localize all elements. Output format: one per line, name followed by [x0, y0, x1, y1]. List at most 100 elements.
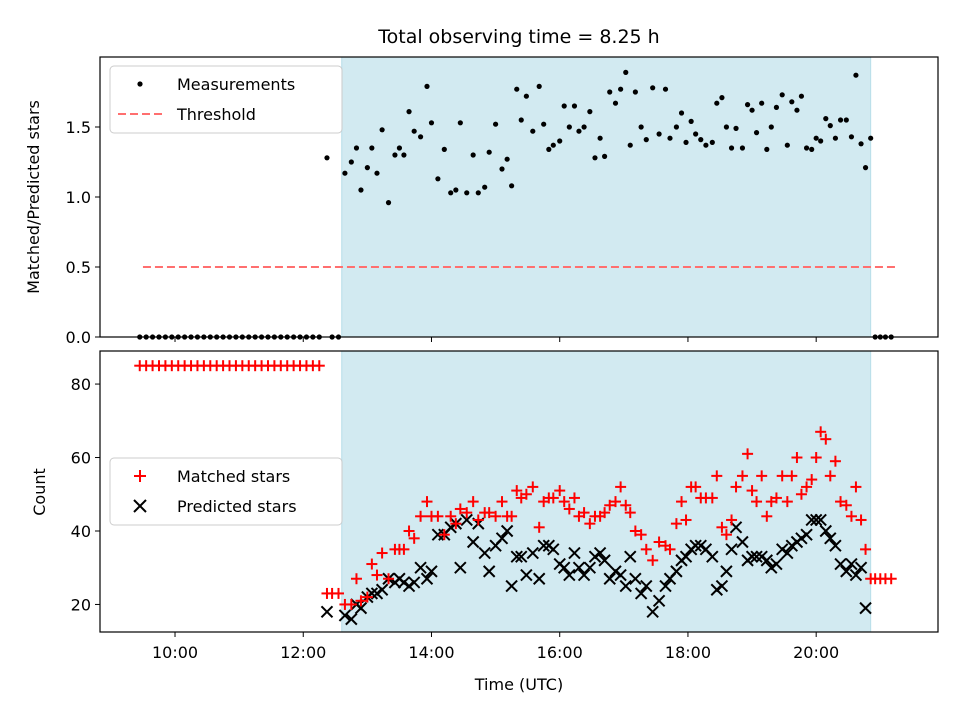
predicted-star-point [679, 550, 693, 563]
x-axis-label: Time (UTC) [474, 675, 563, 694]
measurement-point [832, 135, 839, 141]
matched-star-point [680, 514, 692, 526]
matched-star-point [578, 507, 590, 519]
predicted-star-point [593, 546, 607, 560]
x-tick-label: 14:00 [408, 643, 454, 662]
predicted-star-point [402, 579, 416, 593]
predicted-star-point [629, 572, 642, 585]
matched-star-point [408, 532, 420, 544]
measurement-point [358, 187, 364, 193]
measurement-point [457, 120, 463, 126]
matched-star-point [371, 569, 383, 581]
measurement-point [798, 93, 805, 99]
matched-star-point [520, 488, 532, 500]
predicted-star-point [320, 605, 334, 619]
matched-star-point [563, 503, 575, 515]
measurement-point [492, 121, 499, 127]
measurement-point [571, 103, 578, 109]
matched-star-point [850, 481, 862, 493]
matched-star-point [366, 558, 378, 570]
predicted-star-point [854, 561, 868, 574]
matched-star-point [647, 554, 659, 566]
predicted-star-point [478, 546, 491, 560]
measurement-point [823, 116, 829, 122]
measurement-point [612, 100, 619, 106]
measurement-point [348, 159, 354, 165]
measurement-point [862, 165, 869, 171]
predicted-star-point [720, 565, 733, 578]
predicted-star-point [775, 543, 789, 556]
measurement-point [504, 156, 510, 162]
measurement-point [587, 109, 593, 115]
predicted-star-point [460, 513, 473, 527]
measurement-point [509, 183, 515, 189]
predicted-star-point [557, 561, 571, 574]
matched-star-point [746, 485, 758, 497]
matched-star-point [751, 496, 763, 508]
measurement-point [428, 120, 435, 126]
predicted-star-point [614, 568, 627, 582]
predicted-star-point [414, 561, 427, 574]
measurement-point [536, 83, 542, 89]
predicted-star-point [795, 532, 808, 545]
matched-star-point [786, 470, 798, 482]
measurement-point [576, 128, 582, 134]
top-y-tick-label: 0.0 [66, 328, 91, 347]
measurement-point [667, 135, 673, 141]
matched-star-point [801, 481, 813, 493]
predicted-star-point [805, 513, 818, 527]
measurement-point [744, 102, 751, 108]
legend-matched-stars: Matched stars [177, 467, 290, 486]
matched-star-point [736, 470, 748, 482]
measurement-point [592, 155, 598, 161]
measurement-point [749, 107, 755, 113]
matched-star-point [450, 518, 462, 530]
predicted-star-point [354, 601, 368, 615]
predicted-star-point [849, 568, 863, 582]
x-tick-label: 16:00 [537, 643, 583, 662]
matched-star-point [690, 481, 702, 493]
matched-star-point [333, 587, 345, 599]
measurement-point [482, 184, 488, 190]
legend-predicted-stars: Predicted stars [177, 497, 297, 516]
top-y-axis: 0.0 0.5 1.0 1.5 [66, 118, 100, 347]
predicted-star-point [577, 568, 591, 582]
measurement-point [597, 135, 603, 141]
matched-star-point [547, 492, 559, 504]
predicted-star-point [824, 532, 837, 545]
matched-star-point [829, 455, 841, 467]
top-y-tick-label: 0.5 [66, 258, 91, 277]
predicted-star-point [809, 513, 823, 527]
top-legend: Measurements Threshold [109, 65, 343, 134]
matched-star-point [350, 573, 362, 585]
measurement-point [753, 130, 760, 136]
bottom-y-axis-label: Count [30, 468, 49, 516]
matched-star-point [472, 514, 484, 526]
predicted-star-point [736, 535, 749, 549]
predicted-star-point [568, 546, 581, 560]
measurement-point [618, 86, 624, 92]
predicted-star-point [670, 565, 683, 578]
matched-star-point [776, 470, 788, 482]
predicted-star-point [659, 579, 672, 593]
measurement-point [837, 117, 844, 123]
matched-star-point [533, 521, 545, 533]
predicted-star-point [537, 539, 550, 552]
predicted-star-point [765, 561, 778, 574]
measurement-point [759, 100, 765, 106]
predicted-star-point [760, 554, 774, 567]
legend-threshold: Threshold [176, 105, 256, 124]
predicted-star-point [609, 565, 622, 578]
measurement-point [324, 155, 330, 161]
matched-star-point [620, 499, 632, 511]
matched-star-point [432, 510, 444, 522]
predicted-star-point [407, 576, 421, 589]
predicted-star-point [563, 568, 576, 582]
matched-star-point [554, 485, 566, 497]
measurement-point [401, 152, 407, 158]
predicted-star-point [745, 550, 759, 563]
predicted-star-point [652, 594, 666, 607]
predicted-star-point [829, 539, 842, 552]
measurement-point [561, 103, 567, 109]
matched-star-point [810, 452, 822, 464]
